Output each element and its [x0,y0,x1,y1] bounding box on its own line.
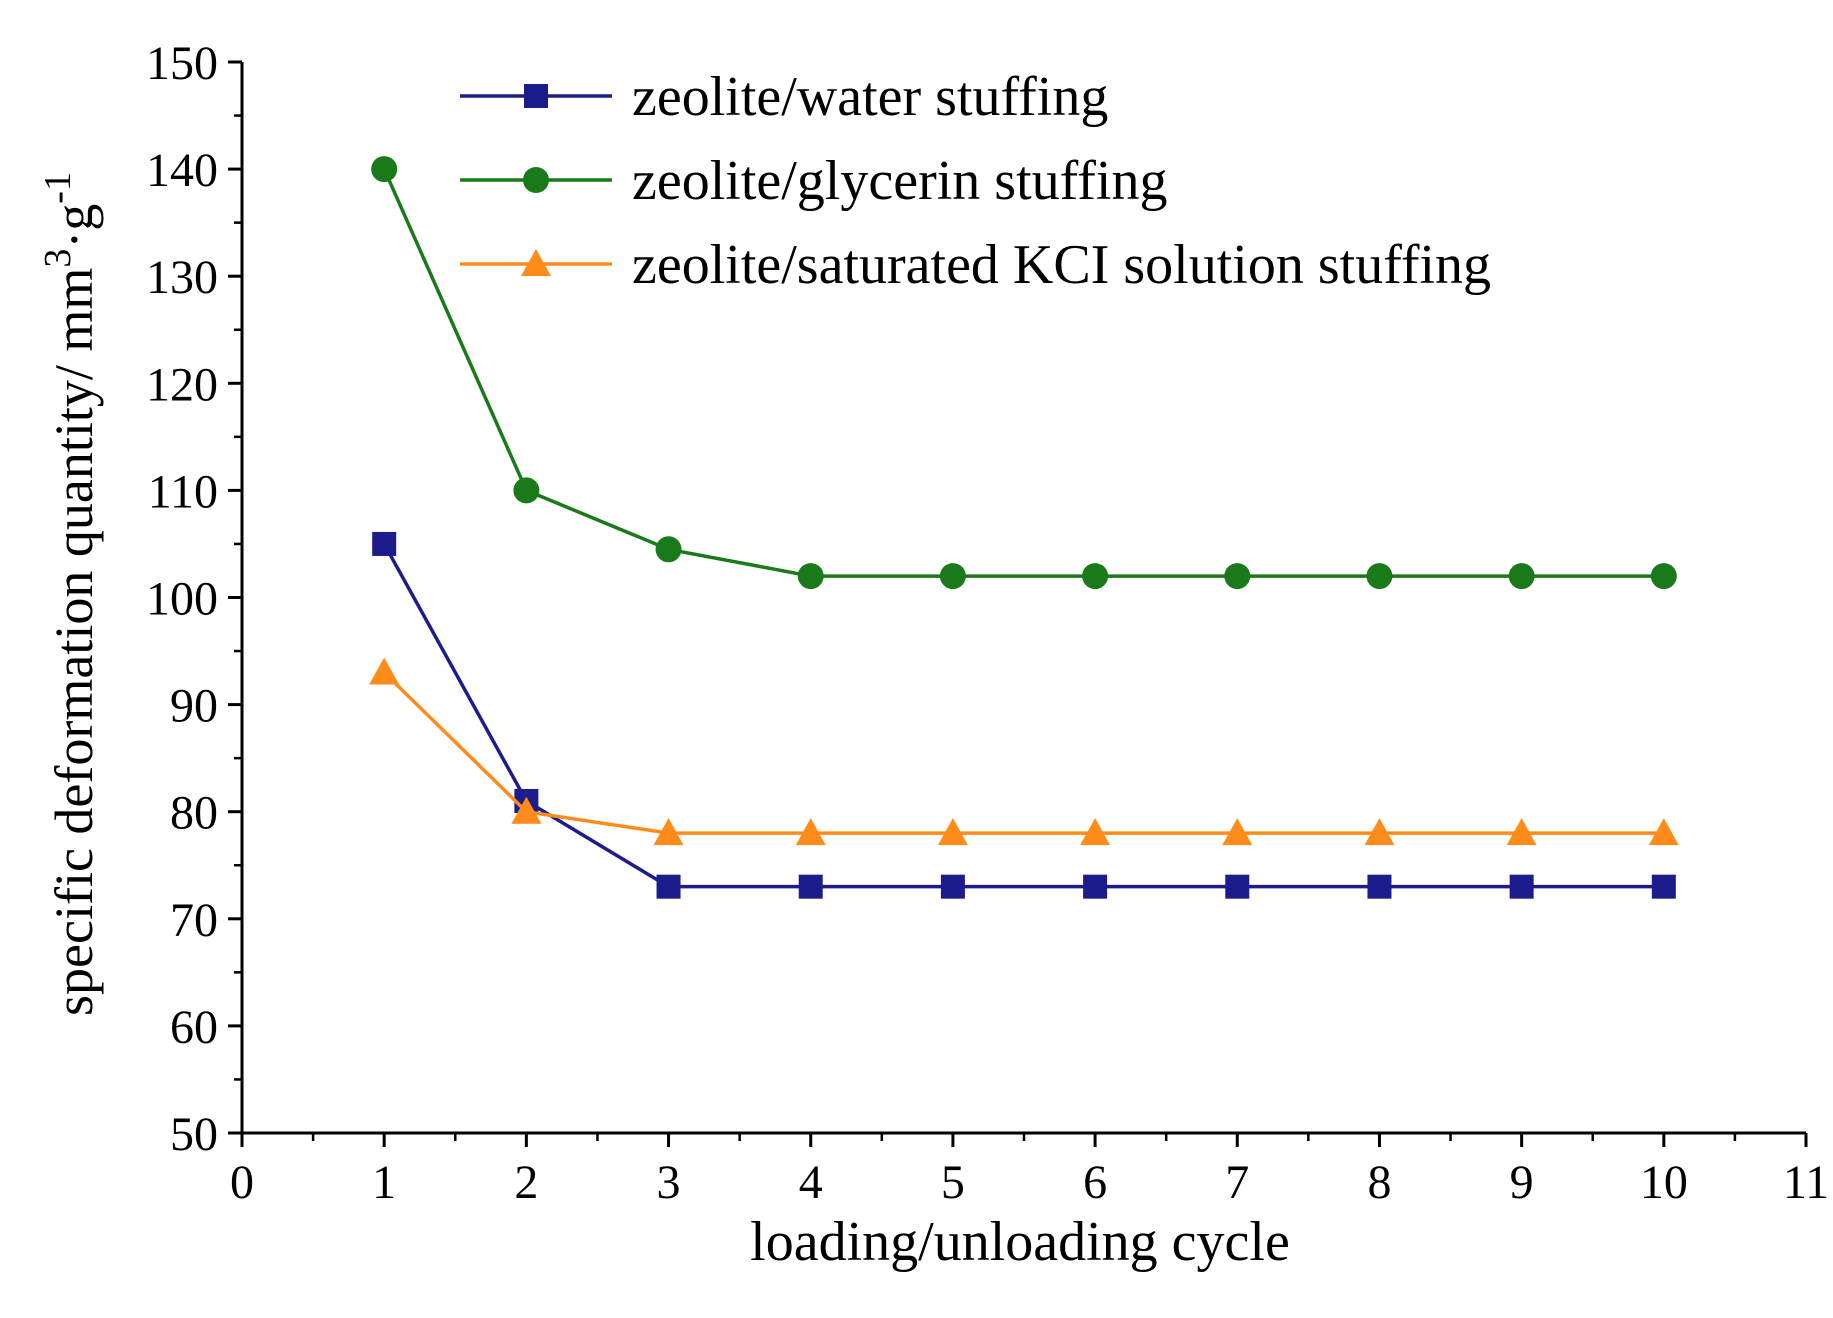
x-tick-label: 11 [1783,1156,1829,1209]
data-point [369,657,400,685]
data-point [1364,818,1395,846]
legend-marker [521,249,551,276]
legend-entry: zeolite/water stuffing [460,66,1108,128]
y-tick-label: 130 [146,251,218,304]
y-tick-label: 120 [146,358,218,411]
y-axis-title: specific deformation quantity/ mm3·g-1 [37,172,104,1016]
data-point [940,874,965,899]
y-tick-label: 50 [170,1108,218,1161]
x-tick-label: 2 [514,1156,538,1209]
x-axis-title: loading/unloading cycle [750,1211,1290,1273]
series-layer [369,156,1679,899]
y-axis-title-main: specific deformation quantity/ mm [44,268,104,1016]
data-point [655,536,682,563]
legend: zeolite/water stuffing zeolite/glycerin s… [460,66,1491,296]
x-tick-label: 0 [230,1156,254,1209]
legend-entry: zeolite/glycerin stuffing [460,150,1167,212]
data-point [1224,563,1251,590]
data-point [1650,563,1677,590]
x-tick-label: 7 [1225,1156,1249,1209]
data-point [1651,874,1676,899]
legend-label: zeolite/water stuffing [632,66,1108,128]
data-point [1225,874,1250,899]
data-point [1083,874,1108,899]
data-point [1508,563,1535,590]
legend-label: zeolite/glycerin stuffing [632,150,1167,212]
series-line [382,168,1664,578]
y-tick-label: 90 [170,680,218,733]
x-tick-label: 3 [657,1156,681,1209]
plot-frame [242,62,1806,1133]
x-tick-label: 6 [1083,1156,1107,1209]
y-tick-label: 150 [146,37,218,90]
data-point [937,818,968,846]
data-point [371,156,398,183]
x-tick-label: 10 [1640,1156,1688,1209]
x-tick-label: 4 [799,1156,823,1209]
data-point [1509,874,1534,899]
data-point [1367,874,1392,899]
data-point [1080,818,1111,846]
y-axis-title-sup2: -1 [37,172,79,204]
data-point [513,477,540,504]
x-tick-label: 5 [941,1156,965,1209]
y-tick-label: 100 [146,573,218,626]
y-tick-label: 60 [170,1001,218,1054]
data-point [1082,563,1109,590]
series-3 [369,657,1679,846]
data-point [1366,563,1393,590]
series-line [382,671,1664,835]
data-point [1222,818,1253,846]
x-tick-label: 9 [1510,1156,1534,1209]
y-tick-label: 110 [148,465,218,518]
series-2 [371,156,1677,590]
legend-marker [523,167,549,193]
y-tick-label: 140 [146,144,218,197]
data-point [1648,818,1679,846]
y-axis-title-mid: ·g [44,204,104,249]
data-point [511,796,542,824]
series-1 [372,531,1676,899]
legend-entry: zeolite/saturated KCI solution stuffing [460,234,1491,296]
data-point [798,874,823,899]
data-point [795,818,826,846]
legend-marker [524,84,548,108]
y-tick-label: 80 [170,787,218,840]
data-point [797,563,824,590]
data-point [939,563,966,590]
y-tick-label: 70 [170,894,218,947]
tick-layer: 0 1 2 3 4 5 6 7 8 9 10 11 50 60 70 80 90 100 110 120 130 140 1… [146,37,1829,1209]
x-tick-label: 1 [372,1156,396,1209]
data-point [653,818,684,846]
legend-label: zeolite/saturated KCI solution stuffing [632,234,1491,296]
x-tick-label: 8 [1367,1156,1391,1209]
data-point [1506,818,1537,846]
y-axis-title-sup1: 3 [37,249,79,268]
data-point [372,531,397,556]
data-point [656,874,681,899]
series-line [382,543,1664,889]
